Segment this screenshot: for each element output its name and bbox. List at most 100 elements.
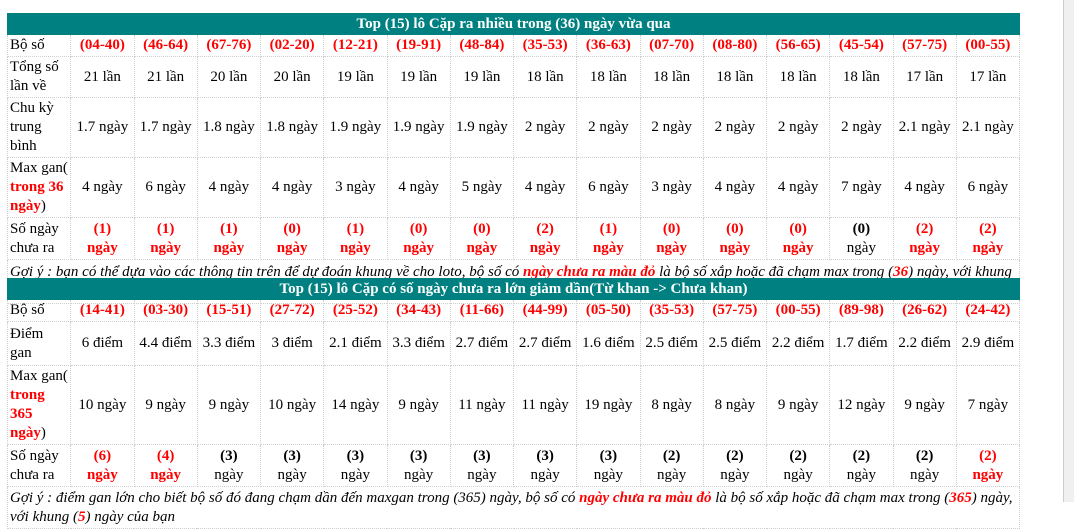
score-cell: 1.7 điểm (829, 321, 894, 366)
label-text: Max gan( (10, 160, 68, 176)
row-label: Max gan( trong 365 ngày) (6, 365, 72, 445)
days-count: (1) (346, 220, 365, 237)
maxgan-cell: 7 ngày (955, 365, 1021, 445)
days-unit: ngày (783, 466, 813, 483)
days-count: (2) (726, 447, 744, 464)
days-count: (1) (220, 220, 238, 237)
maxgan-cell: 4 ngày (512, 157, 578, 218)
pair-cell: (25-52) (323, 299, 388, 322)
row-label: Chu kỳ trung bình (6, 97, 72, 158)
days-not-out-cell: (2) ngày (955, 444, 1021, 487)
pair-cell: (03-30) (133, 299, 198, 322)
days-unit: ngày (213, 239, 245, 256)
note-segment: ) ngày của bạn (85, 508, 176, 525)
note-segment: Gợi ý : bạn có thể dựa vào các thông tin… (10, 263, 524, 280)
days-count: (3) (599, 447, 618, 464)
pair-cell: (26-62) (892, 299, 957, 322)
top-frequent-pairs-table: Top (15) lô Cặp ra nhiều trong (36) ngày… (6, 13, 1021, 304)
maxgan-cell: 4 ngày (765, 157, 831, 218)
score-cell: 1.6 điểm (576, 321, 641, 366)
pair-cell: (45-54) (829, 34, 894, 57)
note-segment: Gợi ý : điểm gan lớn cho biết bộ số đó đ… (10, 489, 580, 506)
pair-cell: (24-42) (955, 299, 1021, 322)
days-count: (0) (789, 220, 807, 237)
total-cell: 20 lần (196, 56, 262, 98)
pair-cell: (00-55) (955, 34, 1021, 57)
pair-cell: (35-53) (639, 299, 704, 322)
total-cell: 18 lần (512, 56, 578, 98)
days-unit: ngày (910, 466, 940, 483)
label-text: ) (40, 198, 46, 214)
row-label: Bộ số (6, 34, 72, 57)
cycle-cell: 2 ngày (829, 97, 894, 158)
pair-cell: (67-76) (196, 34, 262, 57)
days-count: (4) (156, 447, 175, 464)
days-unit: ngày (214, 466, 244, 483)
score-cell: 2.2 điểm (765, 321, 831, 366)
days-not-out-cell: (0) ngày (259, 217, 325, 260)
days-count: (2) (536, 220, 554, 237)
label-highlight: trong 365 ngày (10, 387, 45, 441)
row-label: Số ngày chưa ra (6, 217, 72, 260)
days-unit: ngày (276, 239, 308, 256)
row-label: Max gan( trong 36 ngày) (6, 157, 72, 218)
note-segment: 36 (893, 263, 909, 280)
label-highlight: trong 36 ngày (10, 179, 64, 214)
days-count: (2) (979, 447, 997, 464)
days-not-out-cell: (3) ngày (576, 444, 641, 487)
days-not-out-cell: (1) ngày (576, 217, 641, 260)
days-not-out-cell: (2) ngày (639, 444, 704, 487)
note-segment: 365 (949, 489, 972, 506)
maxgan-cell: 9 ngày (892, 365, 957, 445)
score-cell: 3 điểm (259, 321, 325, 366)
score-cell: 2.5 điểm (639, 321, 704, 366)
cycle-cell: 1.8 ngày (196, 97, 262, 158)
total-cell: 21 lần (133, 56, 198, 98)
hint-note: Gợi ý : điểm gan lớn cho biết bộ số đó đ… (7, 486, 1020, 529)
maxgan-cell: 9 ngày (765, 365, 831, 445)
days-not-out-cell: (3) ngày (323, 444, 388, 487)
days-unit: ngày (530, 466, 560, 483)
days-not-out-cell: (2) ngày (892, 444, 957, 487)
pairs-row: Bộ số (14-41) (03-30) (15-51) (27-72) (25-52)… (6, 299, 1021, 322)
note-row: Gợi ý : điểm gan lớn cho biết bộ số đó đ… (7, 486, 1020, 529)
score-cell: 2.5 điểm (702, 321, 768, 366)
total-cell: 18 lần (702, 56, 768, 98)
days-unit: ngày (150, 239, 182, 256)
score-cell: 6 điểm (70, 321, 135, 366)
row-label: Số ngày chưa ra (6, 444, 72, 487)
days-unit: ngày (404, 466, 434, 483)
maxgan-cell: 4 ngày (196, 157, 262, 218)
days-unit: ngày (972, 239, 1004, 256)
row-label: Bộ số (6, 299, 72, 322)
days-unit: ngày (277, 466, 307, 483)
pair-cell: (08-80) (702, 34, 768, 57)
days-not-out-cell: (2) ngày (892, 217, 957, 260)
cycle-cell: 2 ngày (702, 97, 768, 158)
days-unit: ngày (972, 466, 1004, 483)
pair-cell: (48-84) (449, 34, 515, 57)
score-cell: 3.3 điểm (386, 321, 451, 366)
score-cell: 2.9 điểm (955, 321, 1021, 366)
days-count: (3) (536, 447, 554, 464)
days-not-out-cell: (2) ngày (765, 444, 831, 487)
pair-cell: (19-91) (386, 34, 451, 57)
note-segment: ngày chưa ra màu đỏ (579, 489, 712, 506)
days-not-out-cell: (3) ngày (196, 444, 262, 487)
days-unit: ngày (846, 466, 876, 483)
maxgan-cell: 6 ngày (955, 157, 1021, 218)
days-not-out-cell: (2) ngày (829, 444, 894, 487)
scrollbar[interactable] (1063, 0, 1074, 502)
days-unit: ngày (720, 466, 750, 483)
days-not-out-cell: (3) ngày (386, 444, 451, 487)
pair-cell: (11-66) (449, 299, 515, 322)
days-not-out-cell: (0) ngày (702, 217, 768, 260)
maxgan-cell: 6 ngày (133, 157, 198, 218)
pair-cell: (44-99) (512, 299, 578, 322)
total-cell: 18 lần (765, 56, 831, 98)
score-cell: 2.2 điểm (892, 321, 957, 366)
days-count: (3) (409, 447, 428, 464)
days-count: (3) (346, 447, 365, 464)
days-not-out-cell: (0) ngày (765, 217, 831, 260)
table-title: Top (15) lô Cặp có số ngày chưa ra lớn g… (7, 278, 1020, 300)
